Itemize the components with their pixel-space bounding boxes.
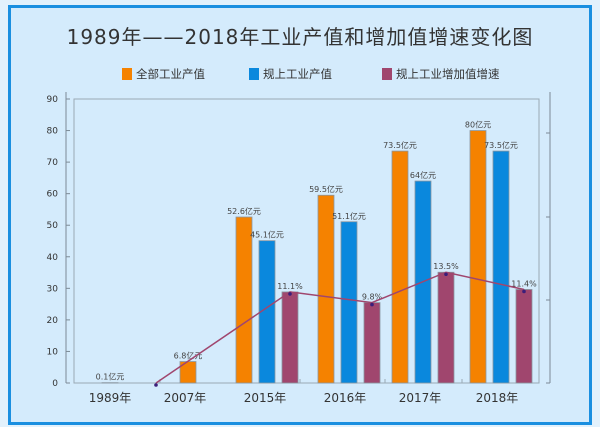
growth-point bbox=[444, 272, 448, 277]
bar-total bbox=[469, 130, 487, 384]
data-label: 73.5亿元 bbox=[484, 140, 518, 150]
bar-total bbox=[235, 216, 253, 384]
x-tick-label: 2016年 bbox=[324, 391, 367, 405]
bar-total bbox=[317, 194, 335, 384]
growth-point bbox=[370, 302, 374, 307]
data-label: 52.6亿元 bbox=[227, 206, 261, 216]
legend-item-above-scale: 规上工业产值 bbox=[249, 66, 332, 82]
plot-area bbox=[73, 98, 540, 384]
x-tick-label: 2007年 bbox=[164, 391, 207, 405]
growth-point bbox=[288, 292, 292, 296]
data-label: 9.8% bbox=[362, 293, 383, 302]
growth-point bbox=[522, 289, 526, 294]
data-label: 11.1% bbox=[277, 282, 303, 291]
y-tick-label: 70 bbox=[47, 158, 59, 168]
legend-item-total: 全部工业产值 bbox=[122, 66, 205, 82]
legend-swatch bbox=[249, 68, 259, 80]
y-tick-label: 0 bbox=[52, 379, 58, 389]
y-tick-label: 50 bbox=[47, 221, 59, 231]
y-tick-label: 40 bbox=[47, 253, 59, 263]
legend-swatch bbox=[382, 68, 392, 80]
x-tick-label: 2018年 bbox=[476, 391, 519, 405]
data-label: 51.1亿元 bbox=[332, 211, 366, 221]
y-tick-label: 20 bbox=[47, 316, 59, 326]
x-tick-label: 2015年 bbox=[244, 391, 287, 405]
legend-label: 全部工业产值 bbox=[136, 67, 205, 81]
data-label: 59.5亿元 bbox=[309, 184, 343, 194]
bar-growth bbox=[437, 271, 455, 384]
bar-growth bbox=[515, 289, 533, 384]
legend: 全部工业产值 规上工业产值 规上工业增加值增速 bbox=[0, 66, 600, 84]
bar-above-scale bbox=[340, 221, 358, 384]
data-label: 0.1亿元 bbox=[96, 372, 125, 382]
data-label: 13.5% bbox=[433, 262, 459, 271]
y-tick-label: 80 bbox=[47, 127, 59, 137]
legend-item-growth: 规上工业增加值增速 bbox=[382, 66, 500, 82]
legend-label: 规上工业增加值增速 bbox=[396, 67, 500, 81]
data-label: 80亿元 bbox=[465, 120, 491, 130]
data-label: 73.5亿元 bbox=[383, 140, 417, 150]
chart-title: 1989年——2018年工业产值和增加值增速变化图 bbox=[66, 25, 534, 49]
growth-line bbox=[155, 271, 525, 384]
x-tick-label: 1989年 bbox=[89, 391, 132, 405]
bar-above-scale bbox=[492, 150, 510, 384]
data-label: 11.4% bbox=[511, 279, 537, 288]
data-label: 64亿元 bbox=[410, 170, 436, 180]
growth-point bbox=[154, 383, 158, 387]
y-tick-label: 30 bbox=[47, 284, 59, 294]
bar-growth bbox=[363, 302, 381, 384]
x-tick-label: 2017年 bbox=[399, 391, 442, 405]
legend-swatch bbox=[122, 68, 132, 80]
y-tick-label: 90 bbox=[47, 95, 59, 105]
legend-label: 规上工业产值 bbox=[263, 67, 332, 81]
bar-growth bbox=[281, 291, 299, 384]
bar-above-scale bbox=[258, 240, 276, 384]
y-tick-label: 60 bbox=[47, 190, 59, 200]
bar-total bbox=[391, 150, 409, 384]
y-tick-label: 10 bbox=[47, 347, 59, 357]
data-label: 45.1亿元 bbox=[250, 230, 284, 240]
data-label: 6.8亿元 bbox=[174, 351, 203, 361]
